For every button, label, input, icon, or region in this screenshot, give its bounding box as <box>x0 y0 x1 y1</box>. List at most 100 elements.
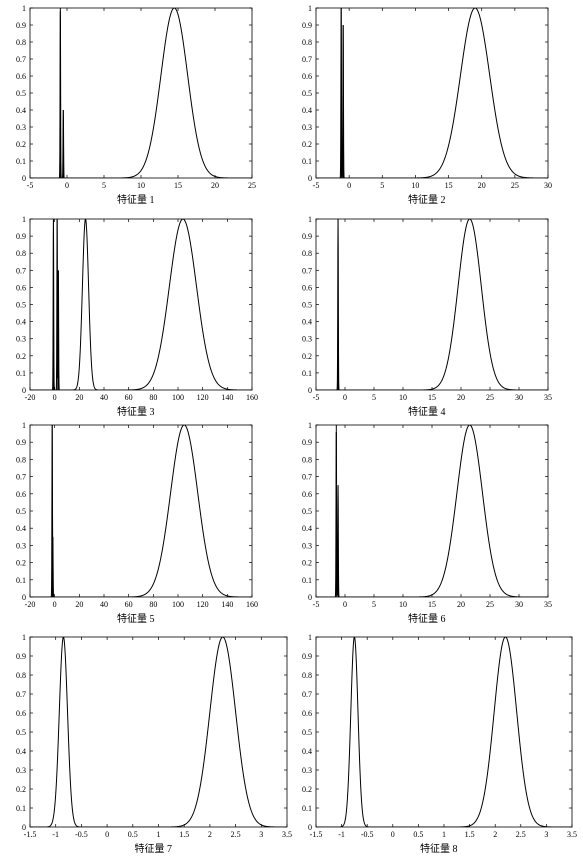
chart-svg: -5 0 5 10 15 20 25 3000.10.20.30.40.50.60.70.80… <box>302 4 552 190</box>
plot-frame <box>315 7 549 179</box>
x-tick-label: 100 <box>172 600 184 609</box>
x-tick-label: 25 <box>486 600 494 609</box>
y-tick-label: 0.3 <box>302 123 312 132</box>
y-tick-label: 0.8 <box>302 455 312 464</box>
x-tick-label: 0 <box>53 600 57 609</box>
y-tick-label: 0.3 <box>302 766 312 775</box>
y-tick-label: 0.1 <box>16 576 26 585</box>
y-tick-label: 0 <box>22 823 26 832</box>
y-tick-label: 0.6 <box>16 283 26 292</box>
y-tick-label: 0.3 <box>16 541 26 550</box>
x-tick-label: -5 <box>27 181 34 190</box>
chart-panel-5: -20 0 20 40 60 80 100 120 140 160 0 0.1 0.2 0.3 0.4 0.5… <box>16 421 258 609</box>
x-tick-label: -5 <box>313 600 320 609</box>
x-axis-label: 特征量 5 <box>117 614 155 625</box>
y-tick-label: 0 <box>22 593 26 602</box>
chart-svg: -5 0 5 10 15 20 25 30 3500.10.20.30.40.50.60.70.… <box>302 421 552 609</box>
x-axis-label: 特征量 3 <box>117 407 155 418</box>
x-tick-label: 0.5 <box>128 830 138 839</box>
y-tick-label: 0.7 <box>16 55 26 64</box>
x-tick-label: 30 <box>515 393 523 402</box>
y-tick-label: 0.4 <box>302 524 312 533</box>
plot-frame <box>315 636 573 828</box>
y-tick-label: 0.9 <box>302 21 312 30</box>
x-tick-label: 0 <box>343 600 347 609</box>
y-tick-label: 0.2 <box>302 785 312 794</box>
density-curve <box>30 637 287 827</box>
y-tick-label: 0.9 <box>302 438 312 447</box>
plot-frame <box>29 218 253 391</box>
x-tick-label: 35 <box>544 600 552 609</box>
chart-svg: -5 0 5 10 15 20 25 30 3500.10.20.30.40.50.60.70.… <box>302 215 552 402</box>
x-tick-label: 0 <box>105 830 109 839</box>
y-tick-label: 0 <box>308 823 312 832</box>
x-tick-label: 25 <box>486 393 494 402</box>
x-tick-label: 20 <box>75 600 83 609</box>
y-tick-label: 0.9 <box>302 652 312 661</box>
y-tick-label: 1 <box>308 421 312 430</box>
plot-frame <box>315 424 549 598</box>
x-axis-label: 特征量 7 <box>134 844 173 855</box>
x-tick-label: 5 <box>102 181 106 190</box>
x-tick-label: 3 <box>544 830 548 839</box>
x-tick-label: 40 <box>100 600 108 609</box>
x-tick-label: 80 <box>149 600 157 609</box>
x-tick-label: -5 <box>313 181 320 190</box>
x-tick-label: -0.5 <box>75 830 88 839</box>
chart-svg: -20 0 20 40 60 80 100 120 140 16000.10.20.30.40.5… <box>16 421 258 609</box>
y-tick-label: 1 <box>308 633 312 642</box>
y-tick-label: 0.6 <box>16 709 26 718</box>
y-tick-label: 0.2 <box>302 352 312 361</box>
x-tick-label: 35 <box>544 393 552 402</box>
x-tick-label: 15 <box>428 600 436 609</box>
x-tick-label: 3.5 <box>567 830 577 839</box>
density-curve <box>316 219 548 390</box>
y-tick-label: 0.2 <box>16 559 26 568</box>
x-tick-label: 1.5 <box>465 830 475 839</box>
x-axis-label: 特征量 2 <box>408 195 446 206</box>
y-tick-label: 0.8 <box>302 671 312 680</box>
y-tick-label: 0.2 <box>16 352 26 361</box>
y-tick-label: 0.8 <box>16 455 26 464</box>
x-tick-label: -20 <box>25 393 36 402</box>
x-tick-label: 20 <box>457 600 465 609</box>
y-tick-label: 0.4 <box>16 747 26 756</box>
y-tick-label: 0.4 <box>16 318 26 327</box>
y-tick-label: 0.5 <box>16 89 26 98</box>
y-tick-label: 0.4 <box>302 747 312 756</box>
x-tick-label: 10 <box>399 600 407 609</box>
y-tick-label: 0.5 <box>302 728 312 737</box>
y-tick-label: 0.4 <box>302 106 312 115</box>
y-tick-label: 0.3 <box>302 335 312 344</box>
y-tick-label: 0.9 <box>16 232 26 241</box>
y-tick-label: 1 <box>22 633 26 642</box>
y-tick-label: 0.9 <box>16 21 26 30</box>
y-tick-label: 0.5 <box>16 301 26 310</box>
x-tick-label: 2.5 <box>516 830 526 839</box>
y-tick-label: 0.6 <box>16 490 26 499</box>
x-tick-label: 2.5 <box>231 830 241 839</box>
x-tick-label: 10 <box>399 393 407 402</box>
y-tick-label: 0.1 <box>302 804 312 813</box>
chart-panel-8: -1.5 -1 -0.5 0 0.5 1 1.5 2 2.5 3 3.5 0 0.1 0.2 0.3 0.4 0… <box>302 633 577 839</box>
y-tick-label: 0.8 <box>302 38 312 47</box>
chart-panel-3: -20 0 20 40 60 80 100 120 140 160 0 0.1 0.2 0.3 0.4 0.5… <box>16 215 258 402</box>
y-tick-label: 0.2 <box>16 140 26 149</box>
y-tick-label: 0.6 <box>302 283 312 292</box>
y-tick-label: 0.5 <box>302 89 312 98</box>
y-tick-label: 0 <box>308 593 312 602</box>
x-tick-label: 160 <box>246 600 258 609</box>
y-tick-label: 0.5 <box>16 507 26 516</box>
y-tick-label: 0.1 <box>16 157 26 166</box>
x-tick-label: 25 <box>248 181 256 190</box>
x-tick-label: 0 <box>347 181 351 190</box>
x-tick-label: 15 <box>174 181 182 190</box>
x-tick-label: 30 <box>515 600 523 609</box>
x-tick-label: 3.5 <box>282 830 292 839</box>
x-tick-label: 20 <box>75 393 83 402</box>
y-tick-label: 0 <box>308 386 312 395</box>
x-tick-label: 100 <box>172 393 184 402</box>
y-tick-label: 0.3 <box>16 335 26 344</box>
y-tick-label: 0.7 <box>302 266 312 275</box>
